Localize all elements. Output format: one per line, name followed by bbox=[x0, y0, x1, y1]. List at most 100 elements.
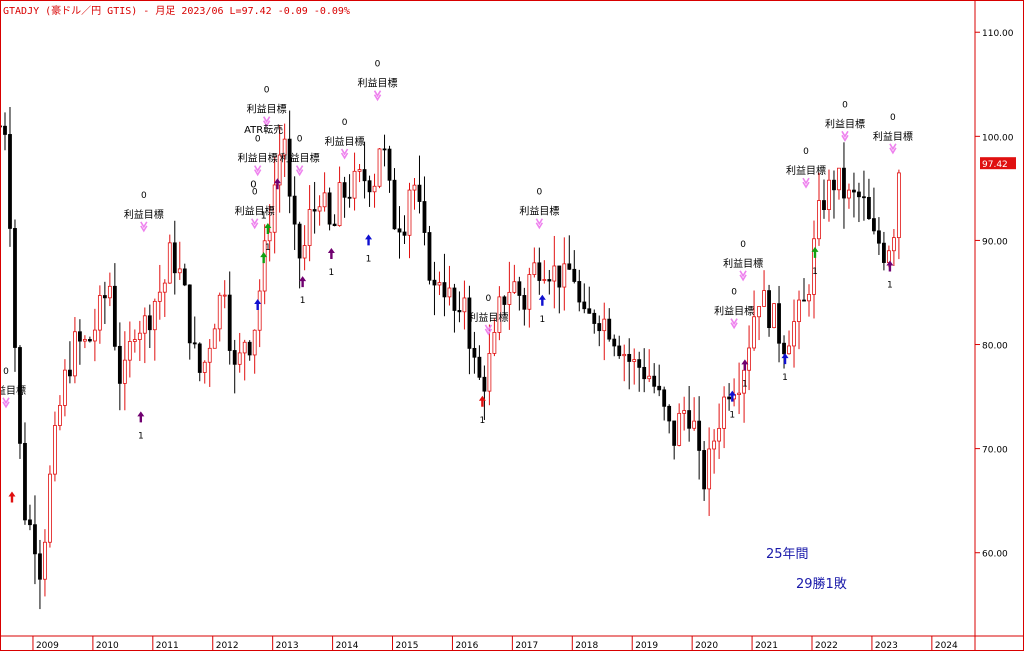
signal-count: 1 bbox=[742, 379, 748, 389]
candle bbox=[212, 323, 217, 349]
candle bbox=[43, 529, 47, 597]
candle bbox=[832, 170, 836, 219]
target-count: 0 bbox=[297, 135, 303, 145]
candle bbox=[292, 176, 297, 251]
target-arrow-icon bbox=[251, 218, 259, 230]
candle bbox=[347, 174, 352, 208]
target-label: 利益目標 bbox=[723, 257, 763, 270]
candle bbox=[297, 221, 302, 289]
candle bbox=[532, 247, 537, 278]
candle bbox=[452, 283, 457, 333]
entry-signal bbox=[260, 252, 268, 264]
candle bbox=[312, 181, 317, 234]
target-label: 利益目標 bbox=[468, 311, 508, 324]
up-arrow-icon bbox=[260, 252, 268, 264]
candle bbox=[97, 285, 102, 344]
candle bbox=[717, 403, 722, 459]
candle bbox=[842, 142, 846, 229]
candle bbox=[837, 167, 841, 200]
target-count: 0 bbox=[803, 147, 809, 157]
candle bbox=[402, 215, 407, 245]
y-tick-label: 70.00 bbox=[982, 446, 1008, 456]
signal-count: 1 bbox=[366, 254, 372, 264]
target-count: 0 bbox=[842, 100, 848, 110]
candle bbox=[812, 220, 816, 319]
up-arrow-icon bbox=[728, 390, 736, 402]
signal-count: 1 bbox=[729, 411, 735, 421]
candle bbox=[612, 334, 617, 357]
candle bbox=[282, 123, 287, 178]
candle bbox=[457, 291, 462, 323]
candle bbox=[492, 318, 497, 357]
candle bbox=[577, 269, 582, 312]
candle bbox=[537, 247, 542, 295]
candle bbox=[357, 163, 362, 183]
candle bbox=[28, 504, 32, 531]
target-label: 利益目標 bbox=[235, 205, 275, 218]
target-arrow-icon bbox=[340, 148, 349, 160]
signal-count: 1 bbox=[480, 416, 486, 426]
candle bbox=[772, 303, 776, 329]
candle bbox=[437, 271, 442, 296]
target-label: 利益目標 bbox=[238, 152, 278, 165]
candle bbox=[192, 316, 197, 349]
annotation-record: 29勝1敗 bbox=[796, 577, 847, 592]
candle bbox=[3, 112, 7, 151]
target-count: 0 bbox=[264, 86, 270, 96]
profit-target: 利益目標 0 bbox=[723, 240, 763, 282]
candle bbox=[18, 345, 22, 459]
candle bbox=[342, 176, 347, 218]
x-tick-label: 2022 bbox=[815, 641, 838, 651]
candle bbox=[582, 283, 587, 314]
candle bbox=[567, 235, 572, 270]
candle bbox=[207, 339, 212, 387]
candle bbox=[677, 403, 682, 447]
profit-target: 利益目標 0 bbox=[280, 135, 320, 177]
candle bbox=[727, 383, 732, 411]
candle bbox=[352, 152, 357, 211]
candle bbox=[522, 287, 527, 326]
y-tick-label: 90.00 bbox=[982, 237, 1008, 247]
target-arrow-icon bbox=[739, 270, 747, 282]
candle bbox=[762, 270, 766, 307]
candle bbox=[896, 169, 901, 260]
profit-target: 利益目標 0 bbox=[519, 188, 559, 230]
candle bbox=[712, 429, 717, 474]
candle bbox=[557, 265, 562, 314]
candle bbox=[877, 217, 881, 255]
entry-signal: 1 bbox=[137, 411, 145, 441]
up-arrow-icon bbox=[538, 294, 546, 306]
target-arrow-icon bbox=[2, 397, 10, 409]
x-tick-label: 2015 bbox=[396, 641, 419, 651]
candle bbox=[667, 404, 672, 434]
signal-count: 1 bbox=[138, 431, 144, 441]
x-tick-label: 2013 bbox=[276, 641, 299, 651]
candle bbox=[167, 234, 172, 284]
candle bbox=[607, 308, 612, 342]
x-tick-label: 2011 bbox=[156, 641, 179, 651]
candle bbox=[662, 386, 667, 421]
candle bbox=[277, 124, 282, 213]
candle bbox=[802, 278, 806, 302]
candle bbox=[112, 263, 117, 351]
y-tick-label: 100.00 bbox=[982, 133, 1014, 143]
candle bbox=[53, 411, 57, 482]
target-label: 利益目標 bbox=[825, 117, 865, 130]
candle bbox=[637, 351, 642, 392]
candle bbox=[327, 187, 332, 231]
candle bbox=[697, 396, 702, 480]
x-tick-label: 2020 bbox=[695, 641, 718, 651]
entry-signal: 1 bbox=[264, 222, 272, 253]
candle bbox=[152, 298, 157, 361]
candle bbox=[807, 284, 811, 317]
candle bbox=[891, 229, 896, 266]
entry-signal: 1 bbox=[538, 294, 546, 325]
candle bbox=[107, 272, 112, 307]
candle bbox=[672, 420, 677, 460]
entry-signal: 1 bbox=[728, 390, 736, 421]
candle bbox=[272, 156, 277, 254]
candle bbox=[787, 330, 791, 355]
candle bbox=[622, 344, 627, 382]
candle bbox=[477, 345, 482, 381]
